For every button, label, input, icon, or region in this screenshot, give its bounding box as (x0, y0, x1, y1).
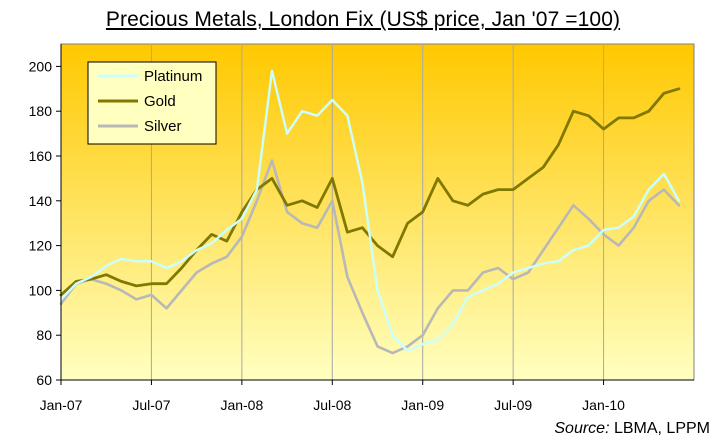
y-tick-label: 160 (29, 148, 53, 164)
y-tick-label: 60 (36, 372, 52, 388)
y-tick-label: 100 (29, 282, 53, 298)
source-label: Source: (554, 420, 610, 437)
legend-label-gold: Gold (144, 93, 176, 110)
y-tick-label: 200 (29, 58, 53, 74)
y-tick-label: 80 (36, 327, 52, 343)
source-text: LBMA, LPPM (609, 420, 710, 437)
legend-label-silver: Silver (144, 118, 182, 135)
x-tick-label: Jan-09 (401, 397, 444, 413)
x-tick-label: Jan-08 (220, 397, 263, 413)
chart-title: Precious Metals, London Fix (US$ price, … (105, 8, 621, 31)
series-line-platinum (59, 69, 681, 353)
x-tick-label: Jul-09 (494, 397, 532, 413)
y-tick-label: 180 (29, 103, 53, 119)
y-tick-label: 140 (29, 193, 53, 209)
series-line-silver (59, 159, 681, 355)
y-tick-label: 120 (29, 238, 53, 254)
x-tick-label: Jul-07 (132, 397, 170, 413)
legend-label-platinum: Platinum (144, 68, 202, 85)
x-tick-label: Jan-07 (40, 397, 83, 413)
x-tick-label: Jul-08 (313, 397, 351, 413)
source-note: Source: LBMA, LPPM (554, 420, 710, 438)
x-tick-label: Jan-10 (582, 397, 625, 413)
